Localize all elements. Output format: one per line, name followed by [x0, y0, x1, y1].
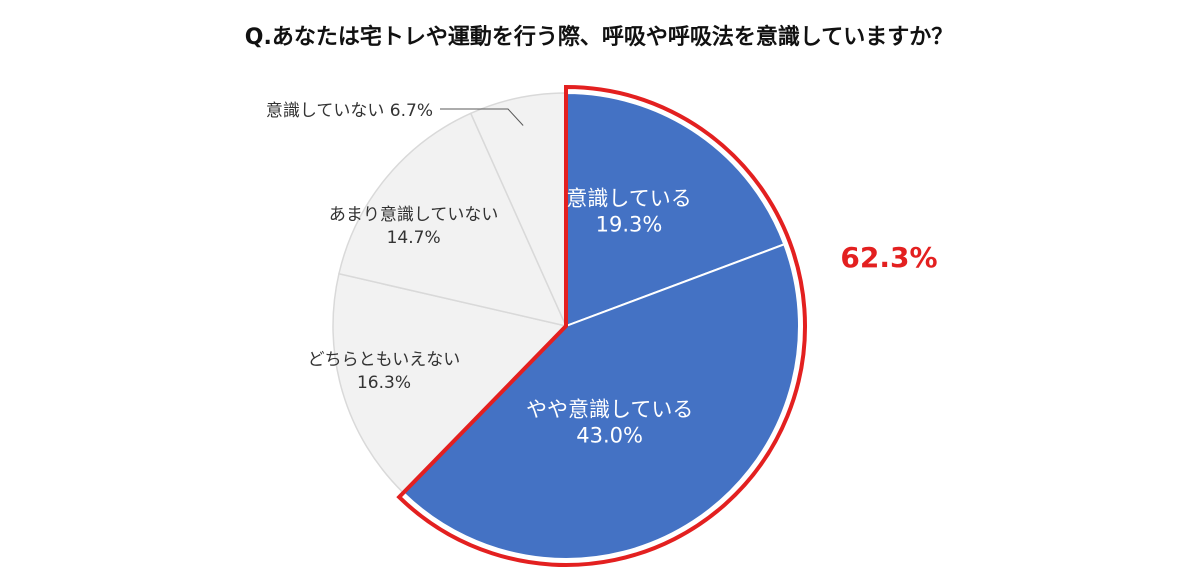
slice-label-name: 意識している — [566, 187, 691, 211]
slice-label-value: 14.7% — [387, 228, 441, 248]
pie-slice — [565, 91, 786, 328]
slice-label: 意識していない 6.7% — [266, 101, 433, 121]
slice-label-name: やや意識している — [526, 398, 693, 422]
slice-label-name: どちらともいえない — [308, 350, 461, 370]
pie-slice — [338, 112, 568, 328]
pie-slice — [401, 243, 800, 560]
slice-label-value: 19.3% — [596, 213, 663, 237]
slice-label-value: 16.3% — [357, 373, 411, 393]
pie-slice — [332, 272, 568, 494]
pie-slices — [332, 91, 800, 560]
leader-line — [440, 108, 524, 126]
chart-title: Q.あなたは宅トレや運動を行う際、呼吸や呼吸法を意識していますか？ — [245, 24, 953, 50]
highlight-total-label: 62.3% — [840, 241, 937, 274]
highlight-outline — [396, 84, 807, 567]
slice-label-value: 43.0% — [576, 424, 643, 448]
highlight-outline-group — [396, 84, 807, 567]
slice-label-name: あまり意識していない — [329, 205, 499, 225]
